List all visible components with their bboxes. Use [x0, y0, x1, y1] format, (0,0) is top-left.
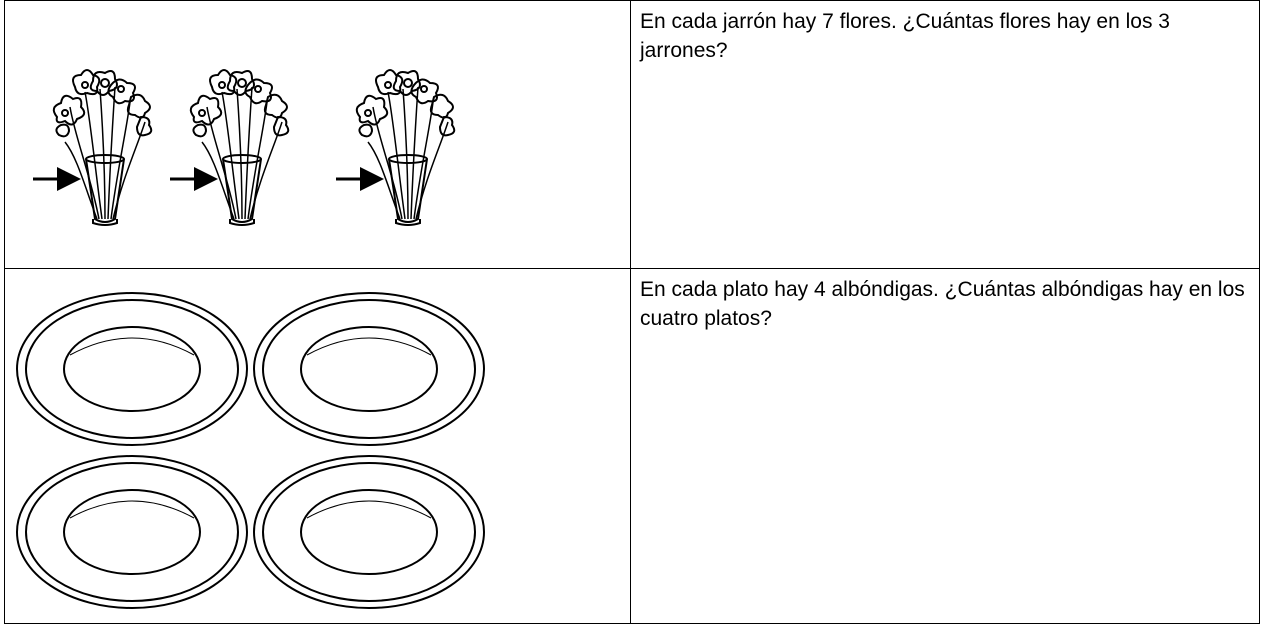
- vase: [33, 70, 151, 225]
- plate: [16, 292, 248, 446]
- question-text: En cada jarrón hay 7 flores. ¿Cuántas fl…: [640, 10, 1170, 62]
- plate: [253, 455, 485, 609]
- illustrations: [16, 0, 485, 609]
- question-cell: En cada plato hay 4 albóndigas. ¿Cuántas…: [630, 268, 1260, 624]
- vase: [170, 70, 288, 225]
- question-cell: En cada jarrón hay 7 flores. ¿Cuántas fl…: [630, 0, 1260, 269]
- question-text: En cada plato hay 4 albóndigas. ¿Cuántas…: [640, 278, 1245, 330]
- vase: [336, 70, 454, 225]
- plate: [253, 292, 485, 446]
- plate: [16, 455, 248, 609]
